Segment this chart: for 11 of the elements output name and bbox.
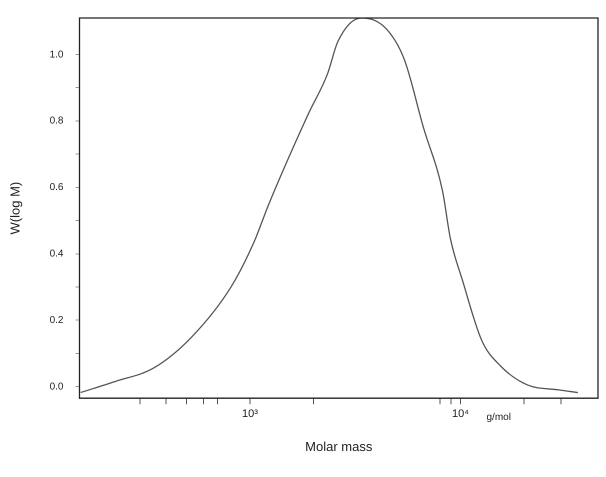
y-tick-label: 0.2 — [50, 314, 64, 326]
x-tick-label: 10³ — [242, 408, 258, 420]
x-axis-title: Molar mass — [305, 438, 373, 454]
y-tick-label: 1.0 — [50, 49, 64, 60]
y-tick-label: 0.8 — [50, 116, 64, 127]
y-tick-label: 0.4 — [50, 248, 64, 260]
y-tick-label: 0.6 — [50, 182, 64, 194]
x-tick-label: 10⁴ — [452, 408, 470, 420]
y-tick-label: 0.0 — [50, 381, 64, 392]
y-axis-title: W(log M) — [7, 182, 22, 234]
text: g/mol — [486, 412, 511, 423]
